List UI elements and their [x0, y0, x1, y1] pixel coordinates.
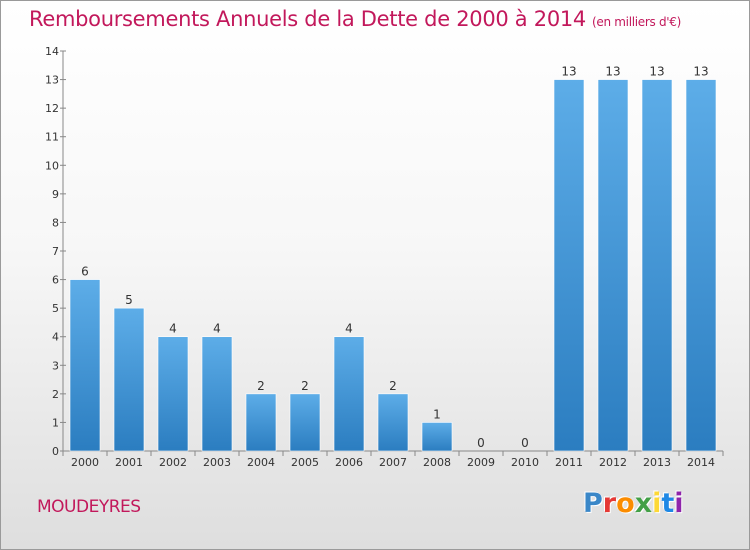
bar — [553, 79, 585, 452]
bar — [113, 307, 145, 452]
x-tick-label: 2010 — [511, 456, 539, 469]
x-tick-label: 2003 — [203, 456, 231, 469]
y-tick-label: 9 — [52, 188, 59, 201]
data-label: 2 — [257, 379, 265, 393]
data-label: 2 — [301, 379, 309, 393]
data-label: 13 — [561, 65, 576, 79]
bar — [597, 79, 629, 452]
y-tick-label: 2 — [52, 388, 59, 401]
bar — [377, 393, 409, 452]
data-label: 4 — [169, 322, 177, 336]
x-tick-label: 2012 — [599, 456, 627, 469]
bar — [245, 393, 277, 452]
x-tick-label: 2001 — [115, 456, 143, 469]
y-tick-label: 12 — [45, 102, 59, 115]
logo-letter: P — [583, 488, 603, 519]
bar — [641, 79, 673, 452]
data-label: 6 — [81, 265, 89, 279]
y-tick-label: 10 — [45, 159, 59, 172]
data-label: 1 — [433, 407, 441, 421]
bar — [421, 422, 453, 452]
x-tick-label: 2009 — [467, 456, 495, 469]
data-label: 2 — [389, 379, 397, 393]
x-tick-label: 2005 — [291, 456, 319, 469]
data-label: 4 — [345, 322, 353, 336]
chart-title: Remboursements Annuels de la Dette de 20… — [29, 7, 681, 31]
x-tick-label: 2004 — [247, 456, 275, 469]
chart-title-text: Remboursements Annuels de la Dette de 20… — [29, 7, 586, 31]
y-tick-label: 4 — [52, 331, 59, 344]
y-tick-label: 1 — [52, 416, 59, 429]
data-label: 13 — [693, 65, 708, 79]
x-tick-label: 2006 — [335, 456, 363, 469]
bar — [289, 393, 321, 452]
y-tick-label: 7 — [52, 245, 59, 258]
x-tick-label: 2013 — [643, 456, 671, 469]
proxiti-logo: Proxiti — [583, 488, 684, 519]
data-label: 4 — [213, 322, 221, 336]
x-tick-label: 2014 — [687, 456, 715, 469]
y-tick-label: 8 — [52, 216, 59, 229]
y-tick-label: 11 — [45, 131, 59, 144]
logo-letter: i — [652, 488, 662, 519]
bar — [333, 336, 365, 452]
x-tick-label: 2002 — [159, 456, 187, 469]
bar — [157, 336, 189, 452]
data-label: 0 — [477, 436, 485, 450]
y-tick-label: 13 — [45, 74, 59, 87]
commune-name: MOUDEYRES — [37, 497, 141, 517]
bar — [69, 279, 101, 452]
logo-letter: t — [661, 488, 675, 519]
data-label: 5 — [125, 293, 133, 307]
logo-letter: o — [616, 488, 635, 519]
x-tick-label: 2008 — [423, 456, 451, 469]
chart-subtitle: (en milliers d'€) — [592, 15, 682, 29]
x-tick-label: 2000 — [71, 456, 99, 469]
logo-letter: x — [634, 488, 653, 519]
y-tick-label: 6 — [52, 274, 59, 287]
data-label: 0 — [521, 436, 529, 450]
bar — [685, 79, 717, 452]
x-tick-label: 2011 — [555, 456, 583, 469]
logo-letter: i — [674, 488, 684, 519]
y-tick-label: 3 — [52, 359, 59, 372]
data-label: 13 — [649, 65, 664, 79]
y-tick-label: 5 — [52, 302, 59, 315]
bar — [201, 336, 233, 452]
logo-letter: r — [602, 488, 617, 519]
y-tick-label: 14 — [45, 45, 59, 58]
data-label: 13 — [605, 65, 620, 79]
y-tick-label: 0 — [52, 445, 59, 458]
x-tick-label: 2007 — [379, 456, 407, 469]
